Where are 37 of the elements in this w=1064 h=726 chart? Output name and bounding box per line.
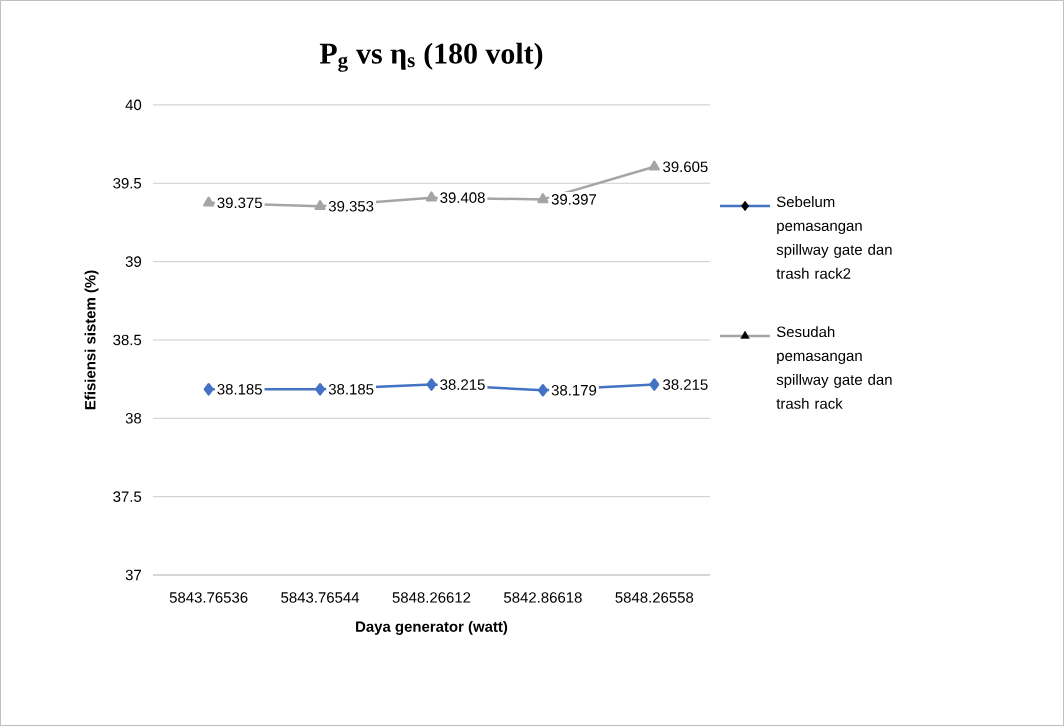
y-tick-label: 39 xyxy=(125,256,142,267)
point xyxy=(537,384,548,397)
x-axis-title: Daya generator (watt) xyxy=(356,620,508,635)
y-tick-label: 38 xyxy=(125,413,142,424)
x-tick-label: 5848.26612 xyxy=(392,592,471,603)
x-tick-label: 5848.26558 xyxy=(615,592,694,603)
point xyxy=(425,191,438,202)
point xyxy=(648,160,660,171)
chart-title: P$_{g}$ vs η$_{s}$ (180 volt) xyxy=(319,42,543,72)
y-tick-label: 37 xyxy=(125,569,141,581)
data-label: 38.215 xyxy=(440,379,485,390)
y-axis-title: Efisiensi sistem (%) xyxy=(84,270,99,410)
x-tick-label: 5843.76536 xyxy=(169,592,248,603)
point xyxy=(314,200,326,211)
data-label: 39.605 xyxy=(663,161,708,173)
data-label: 38.185 xyxy=(217,384,262,395)
y-tick-label: 37.5 xyxy=(113,491,142,502)
data-label: 38.179 xyxy=(551,384,597,396)
point xyxy=(537,193,549,204)
y-tick-label: 39.5 xyxy=(113,177,142,189)
data-label: 39.353 xyxy=(328,201,374,212)
point xyxy=(203,196,215,207)
y-tick-label: 38.5 xyxy=(113,334,142,346)
data-label: 39.375 xyxy=(217,197,262,209)
point xyxy=(426,378,437,391)
point xyxy=(315,383,326,396)
legend-label: Sesudah pemasangan spillway gate dan trash rack xyxy=(776,326,892,409)
y-tick-label: 40 xyxy=(125,99,142,111)
data-label: 38.215 xyxy=(663,379,708,390)
point xyxy=(203,383,214,396)
legend-label: Sebelum pemasangan spillway gate dan trash rack2 xyxy=(776,196,892,279)
x-tick-label: 5843.76544 xyxy=(281,592,360,603)
data-label: 39.397 xyxy=(551,194,597,205)
point xyxy=(649,378,660,391)
x-tick-label: 5842.86618 xyxy=(504,592,582,603)
data-label: 38.185 xyxy=(328,384,374,395)
data-label: 39.408 xyxy=(440,192,485,203)
